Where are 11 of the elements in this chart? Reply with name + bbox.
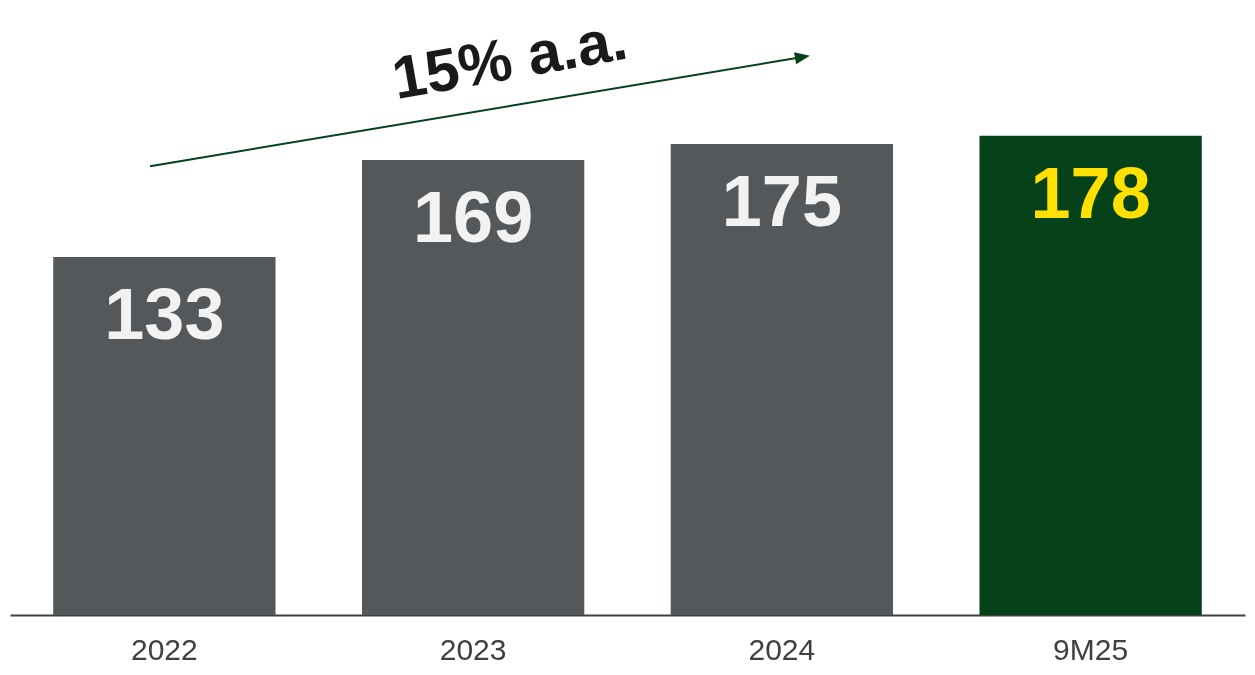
x-tick-label: 2023 — [439, 632, 507, 666]
data-label: 178 — [1030, 152, 1151, 233]
x-tick-label: 2022 — [131, 632, 198, 666]
bar — [53, 256, 276, 615]
x-tick-label: 9M25 — [1053, 632, 1129, 666]
data-label: 175 — [721, 160, 842, 241]
text: 15% a.a. — [387, 4, 633, 113]
data-label: 169 — [413, 177, 534, 258]
x-tick-label: 2024 — [748, 632, 816, 666]
bar — [979, 135, 1202, 615]
data-label: 133 — [104, 273, 225, 354]
